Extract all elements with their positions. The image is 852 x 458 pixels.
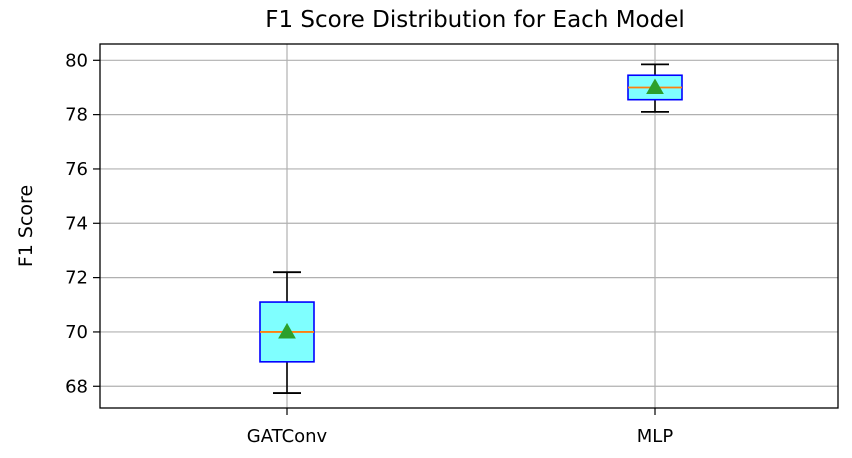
- y-tick-label: 74: [65, 213, 88, 234]
- grid-lines: [100, 44, 838, 408]
- chart-title: F1 Score Distribution for Each Model: [265, 7, 685, 33]
- y-tick-label: 80: [65, 50, 88, 71]
- mean-marker: [646, 78, 664, 94]
- y-tick-label: 78: [65, 105, 88, 126]
- y-tick-label: 70: [65, 322, 88, 343]
- y-tick-label: 72: [65, 268, 88, 289]
- boxes-layer: [259, 63, 683, 394]
- plot-frame: [99, 43, 839, 409]
- y-tick-label: 68: [65, 376, 88, 397]
- x-tick-label-mlp: MLP: [637, 426, 674, 447]
- y-axis-label: F1 Score: [15, 185, 37, 267]
- mean-marker: [278, 322, 296, 339]
- x-tick-label-gatconv: GATConv: [247, 426, 328, 447]
- y-tick-label: 76: [65, 159, 88, 180]
- ticks-layer: 68 70 72 74 76 78 80 GATConv MLP: [65, 50, 673, 447]
